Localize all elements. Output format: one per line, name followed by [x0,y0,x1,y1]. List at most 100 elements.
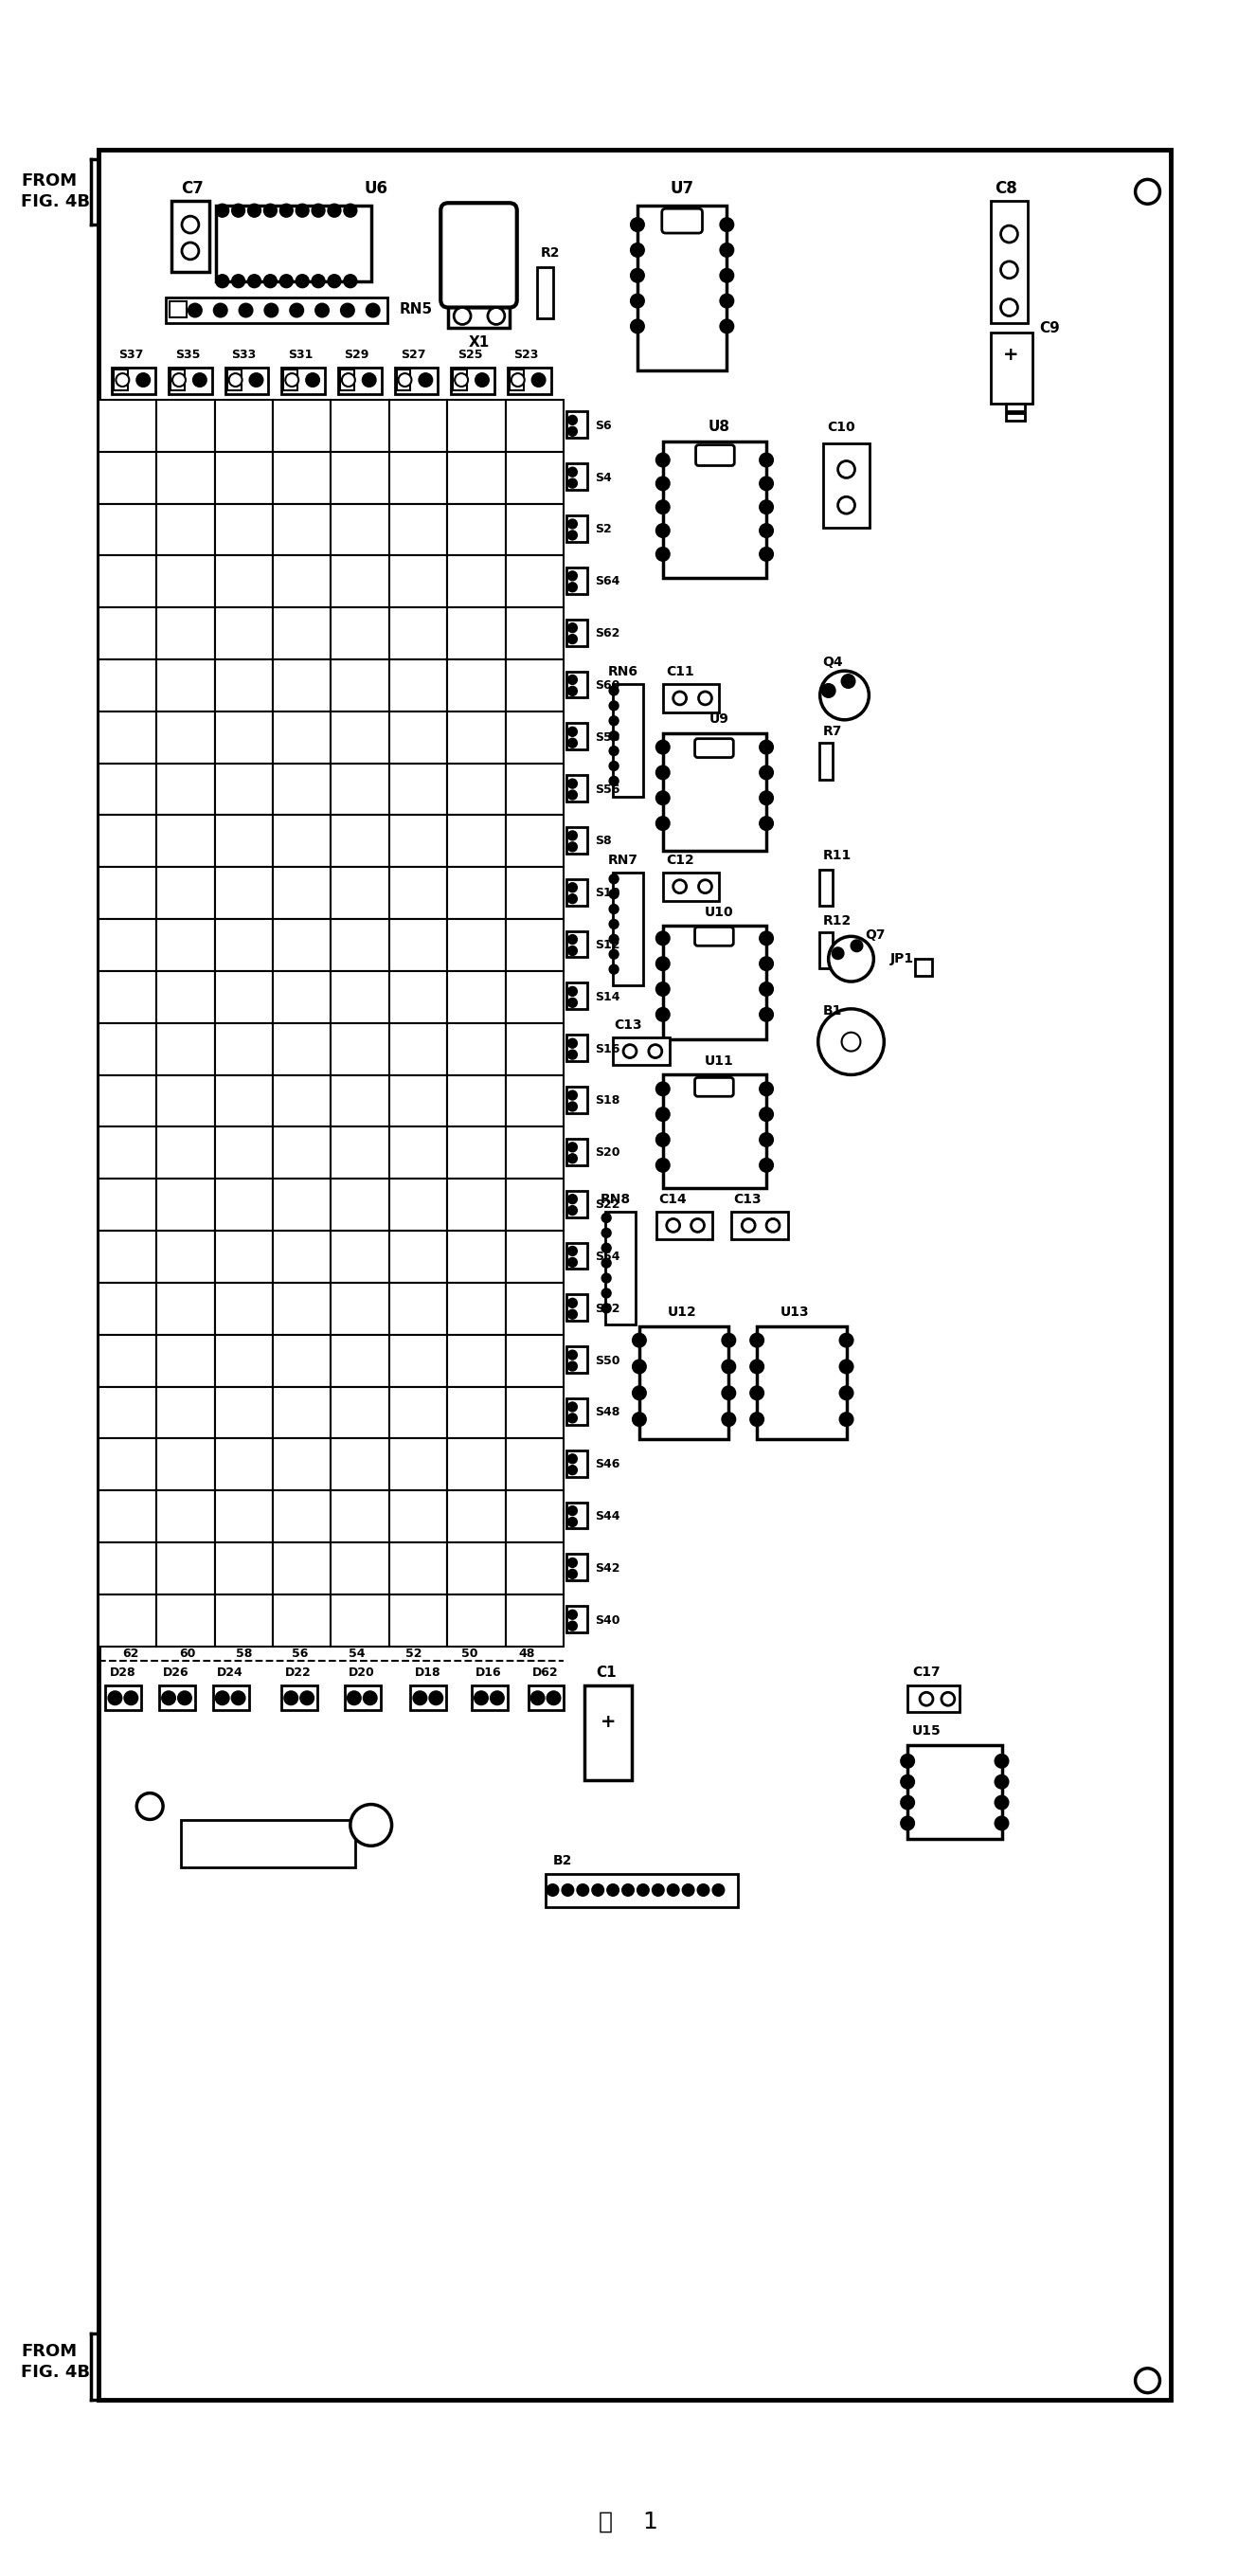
Circle shape [284,1692,298,1705]
Bar [447,1283,506,1334]
Bar [819,742,833,781]
Circle shape [344,276,357,289]
Text: RN7: RN7 [608,853,638,866]
Bar [566,515,588,541]
Bar [332,762,389,814]
Bar [273,762,332,814]
Text: S10: S10 [595,886,620,899]
Text: D16: D16 [476,1667,502,1680]
Circle shape [290,304,303,317]
Circle shape [720,294,734,307]
Circle shape [760,1133,772,1146]
Bar [172,201,210,270]
Circle shape [602,1257,612,1267]
Circle shape [901,1754,914,1767]
Text: JP1: JP1 [891,953,914,966]
Bar [663,440,766,577]
Bar [506,1492,564,1543]
Circle shape [720,219,734,232]
Text: S40: S40 [595,1615,620,1625]
Circle shape [1001,299,1017,317]
Circle shape [568,1558,578,1566]
Circle shape [491,1692,504,1705]
Bar [916,958,932,976]
Bar [506,505,564,556]
Circle shape [609,732,619,739]
Bar [447,1023,506,1074]
Circle shape [821,685,835,698]
Circle shape [608,1886,619,1896]
Bar [215,711,273,762]
Circle shape [995,1816,1009,1829]
Bar [389,399,447,451]
Text: 56: 56 [293,1649,309,1659]
Bar [447,1386,506,1437]
Circle shape [1001,260,1017,278]
Circle shape [328,276,340,289]
Bar [344,1685,381,1710]
Bar [332,1074,389,1126]
Bar [215,1334,273,1386]
Bar [332,1023,389,1074]
Circle shape [656,933,669,945]
Circle shape [568,1038,578,1048]
Circle shape [656,1133,669,1146]
Bar [215,399,273,451]
Circle shape [531,1692,544,1705]
Bar [991,332,1032,404]
Bar [389,1180,447,1231]
Circle shape [568,685,578,696]
Bar [170,301,187,317]
Text: B2: B2 [553,1855,571,1868]
Text: D62: D62 [533,1667,558,1680]
Bar [506,1126,564,1180]
Bar [332,1437,389,1492]
Bar [819,871,833,904]
Circle shape [750,1412,764,1427]
Bar [215,1283,273,1334]
Circle shape [652,1886,663,1896]
Bar [506,451,564,505]
Bar [215,814,273,868]
Circle shape [698,881,712,894]
Text: C1: C1 [597,1667,617,1680]
Text: R2: R2 [540,247,560,260]
Circle shape [656,817,669,829]
Circle shape [742,1218,755,1231]
Circle shape [568,1206,578,1216]
Bar [273,399,332,451]
Circle shape [563,1886,574,1896]
Circle shape [602,1229,612,1236]
Circle shape [178,1692,191,1705]
Circle shape [602,1273,612,1283]
Circle shape [842,1033,860,1051]
Bar [273,505,332,556]
Circle shape [280,276,293,289]
Text: 图    1: 图 1 [598,2512,658,2532]
Bar [506,608,564,659]
Bar [215,1492,273,1543]
Bar [447,920,506,971]
Bar [156,556,215,608]
Bar [613,685,643,796]
Bar [215,505,273,556]
Bar [156,451,215,505]
Bar [447,659,506,711]
Circle shape [712,1886,723,1896]
Circle shape [137,1793,163,1819]
Bar [215,1023,273,1074]
Circle shape [568,415,578,425]
Bar [447,711,506,762]
Text: C14: C14 [658,1193,686,1206]
Circle shape [568,1507,578,1515]
Circle shape [548,1886,559,1896]
Bar [545,1875,739,1906]
Circle shape [568,884,578,891]
Circle shape [568,572,578,580]
Circle shape [760,549,772,562]
Circle shape [760,933,772,945]
Bar [273,1334,332,1386]
Circle shape [568,1610,578,1620]
Bar [506,399,564,451]
Text: C13: C13 [734,1193,761,1206]
